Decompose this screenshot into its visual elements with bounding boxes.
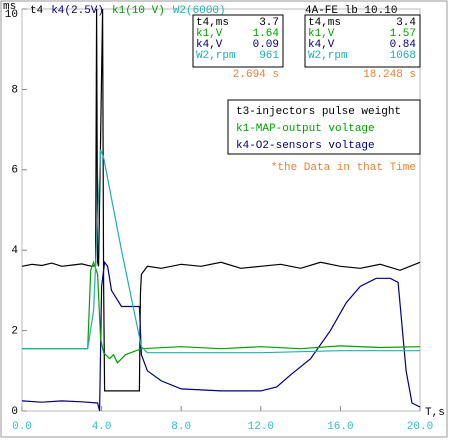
readout-value: 0.84	[390, 39, 417, 51]
legend-text: k1-MAP-output voltage	[236, 123, 375, 135]
y-tick-label: 8	[11, 84, 18, 96]
legend-box	[227, 99, 421, 155]
readout-label: W2,rpm	[308, 50, 348, 62]
series-line	[22, 260, 421, 364]
readout-value: 3.7	[259, 17, 279, 29]
readout-value: 3.4	[396, 17, 416, 29]
x-tick-label: 0.0	[12, 421, 32, 433]
series-line	[22, 149, 420, 354]
legend-entry: k4(2.5V)	[51, 5, 104, 17]
readout-label: t4,ms	[308, 17, 341, 29]
series-line	[21, 260, 421, 412]
legend-text: k4-O2-sensors voltage	[236, 140, 375, 152]
y-tick-label: 6	[11, 165, 18, 177]
y-tick-label: 2	[11, 326, 18, 338]
readout-value: 1068	[390, 50, 416, 62]
x-tick-label: 16.0	[327, 421, 353, 433]
x-axis-label: T,s	[425, 407, 445, 419]
y-tick-label: 4	[11, 245, 18, 257]
legend-entry: t4	[30, 5, 44, 17]
readout-label: k1,V	[196, 28, 223, 40]
readout-box	[192, 14, 284, 68]
readout-value: 961	[259, 50, 279, 62]
legend-entry: W2(6000)	[173, 5, 226, 17]
legend-entry: k1(10 V)	[112, 5, 165, 17]
x-tick-label: 4.0	[92, 421, 112, 433]
x-tick-label: 12.0	[248, 421, 274, 433]
readout-value: 1.57	[390, 28, 416, 40]
y-tick-label: 0	[11, 406, 18, 418]
y-tick-label: 10	[5, 9, 18, 21]
y-axis-label: ms	[3, 1, 16, 13]
readout-label: W2,rpm	[196, 50, 236, 62]
readout-label: k1,V	[308, 28, 335, 40]
x-tick-label: 8.0	[171, 421, 191, 433]
readout-label: k4,V	[196, 39, 223, 51]
readout-label: k4,V	[308, 39, 335, 51]
readout-time: 18.248 s	[363, 69, 416, 81]
readout-label: t4,ms	[196, 17, 229, 29]
legend-text: t3-injectors pulse weight	[236, 106, 401, 118]
series-line	[21, 8, 421, 392]
readout-box	[304, 14, 421, 68]
readout-value: 0.09	[253, 39, 279, 51]
subtitle: 4A-FE lb 10.10	[305, 5, 397, 17]
x-tick-label: 20.0	[407, 421, 433, 433]
annotation: *the Data in that Time	[271, 162, 416, 174]
readout-time: 2.694 s	[233, 69, 279, 81]
readout-value: 1.64	[253, 28, 280, 40]
